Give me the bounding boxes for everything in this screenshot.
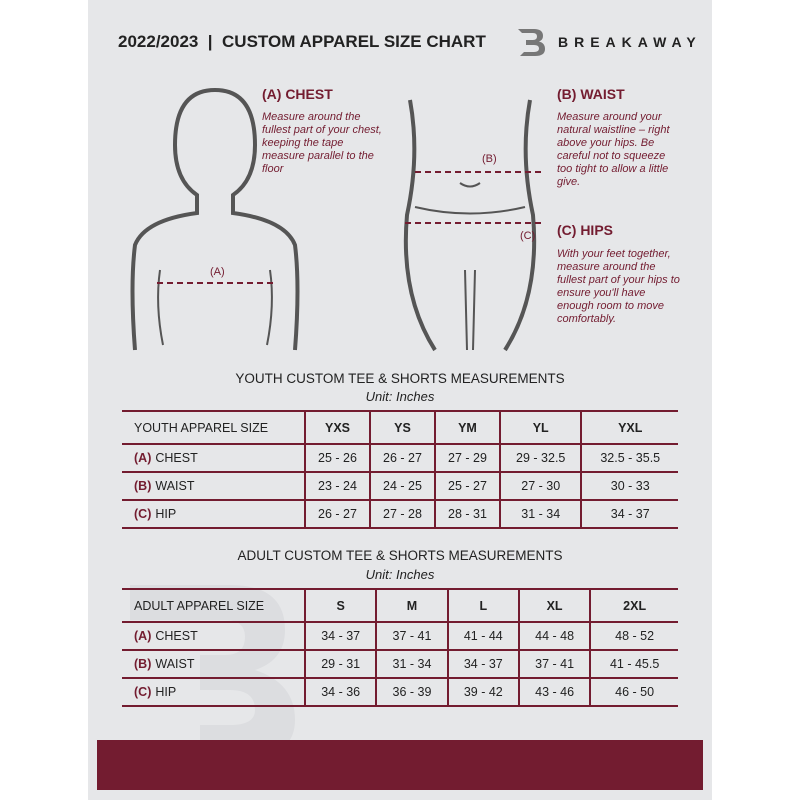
table-header-row: ADULT APPAREL SIZE S M L XL 2XL bbox=[122, 588, 678, 623]
waist-heading: (B) WAIST bbox=[557, 86, 625, 102]
adult-size-table: ADULT APPAREL SIZE S M L XL 2XL (A) CHEST 34 - … bbox=[122, 588, 678, 707]
chest-heading: (A) CHEST bbox=[262, 86, 333, 102]
table-row: (A) CHEST 34 - 37 37 - 41 41 - 44 44 - 48 48 -… bbox=[122, 621, 678, 651]
table-row: (B) WAIST 23 - 24 24 - 25 25 - 27 27 - 30 30 -… bbox=[122, 471, 678, 501]
waist-description: Measure around your natural waistline – … bbox=[557, 111, 670, 188]
brand-logo-icon bbox=[518, 29, 545, 56]
page-title: 2022/2023 | CUSTOM APPAREL SIZE CHART bbox=[118, 32, 486, 51]
upper-body-figure bbox=[130, 87, 300, 351]
chest-description: Measure around the fullest part of your … bbox=[262, 111, 382, 175]
youth-table-title: YOUTH CUSTOM TEE & SHORTS MEASUREMENTS bbox=[235, 371, 565, 386]
table-row: (C) HIP 34 - 36 36 - 39 39 - 42 43 - 46 46 - 5… bbox=[122, 677, 678, 707]
table-row: (A) CHEST 25 - 26 26 - 27 27 - 29 29 - 32.5 32… bbox=[122, 443, 678, 473]
hips-heading: (C) HIPS bbox=[557, 222, 613, 238]
footer-band bbox=[97, 740, 703, 790]
brand-name: BREAKAWAY bbox=[558, 34, 702, 50]
waist-marker: (B) bbox=[482, 153, 497, 165]
youth-unit: Unit: Inches bbox=[365, 389, 435, 404]
table-header-row: YOUTH APPAREL SIZE YXS YS YM YL YXL bbox=[122, 410, 678, 445]
table-row: (B) WAIST 29 - 31 31 - 34 34 - 37 37 - 41 41 -… bbox=[122, 649, 678, 679]
chest-marker: (A) bbox=[210, 266, 225, 278]
lower-body-figure bbox=[403, 99, 545, 352]
table-row: (C) HIP 26 - 27 27 - 28 28 - 31 31 - 34 34 - 3… bbox=[122, 499, 678, 529]
adult-unit: Unit: Inches bbox=[365, 567, 435, 582]
adult-table-title: ADULT CUSTOM TEE & SHORTS MEASUREMENTS bbox=[237, 548, 563, 563]
youth-size-table: YOUTH APPAREL SIZE YXS YS YM YL YXL (A) CHEST 2… bbox=[122, 410, 678, 529]
hips-description: With your feet together, measure around … bbox=[557, 248, 680, 325]
hip-marker: (C) bbox=[520, 230, 536, 242]
